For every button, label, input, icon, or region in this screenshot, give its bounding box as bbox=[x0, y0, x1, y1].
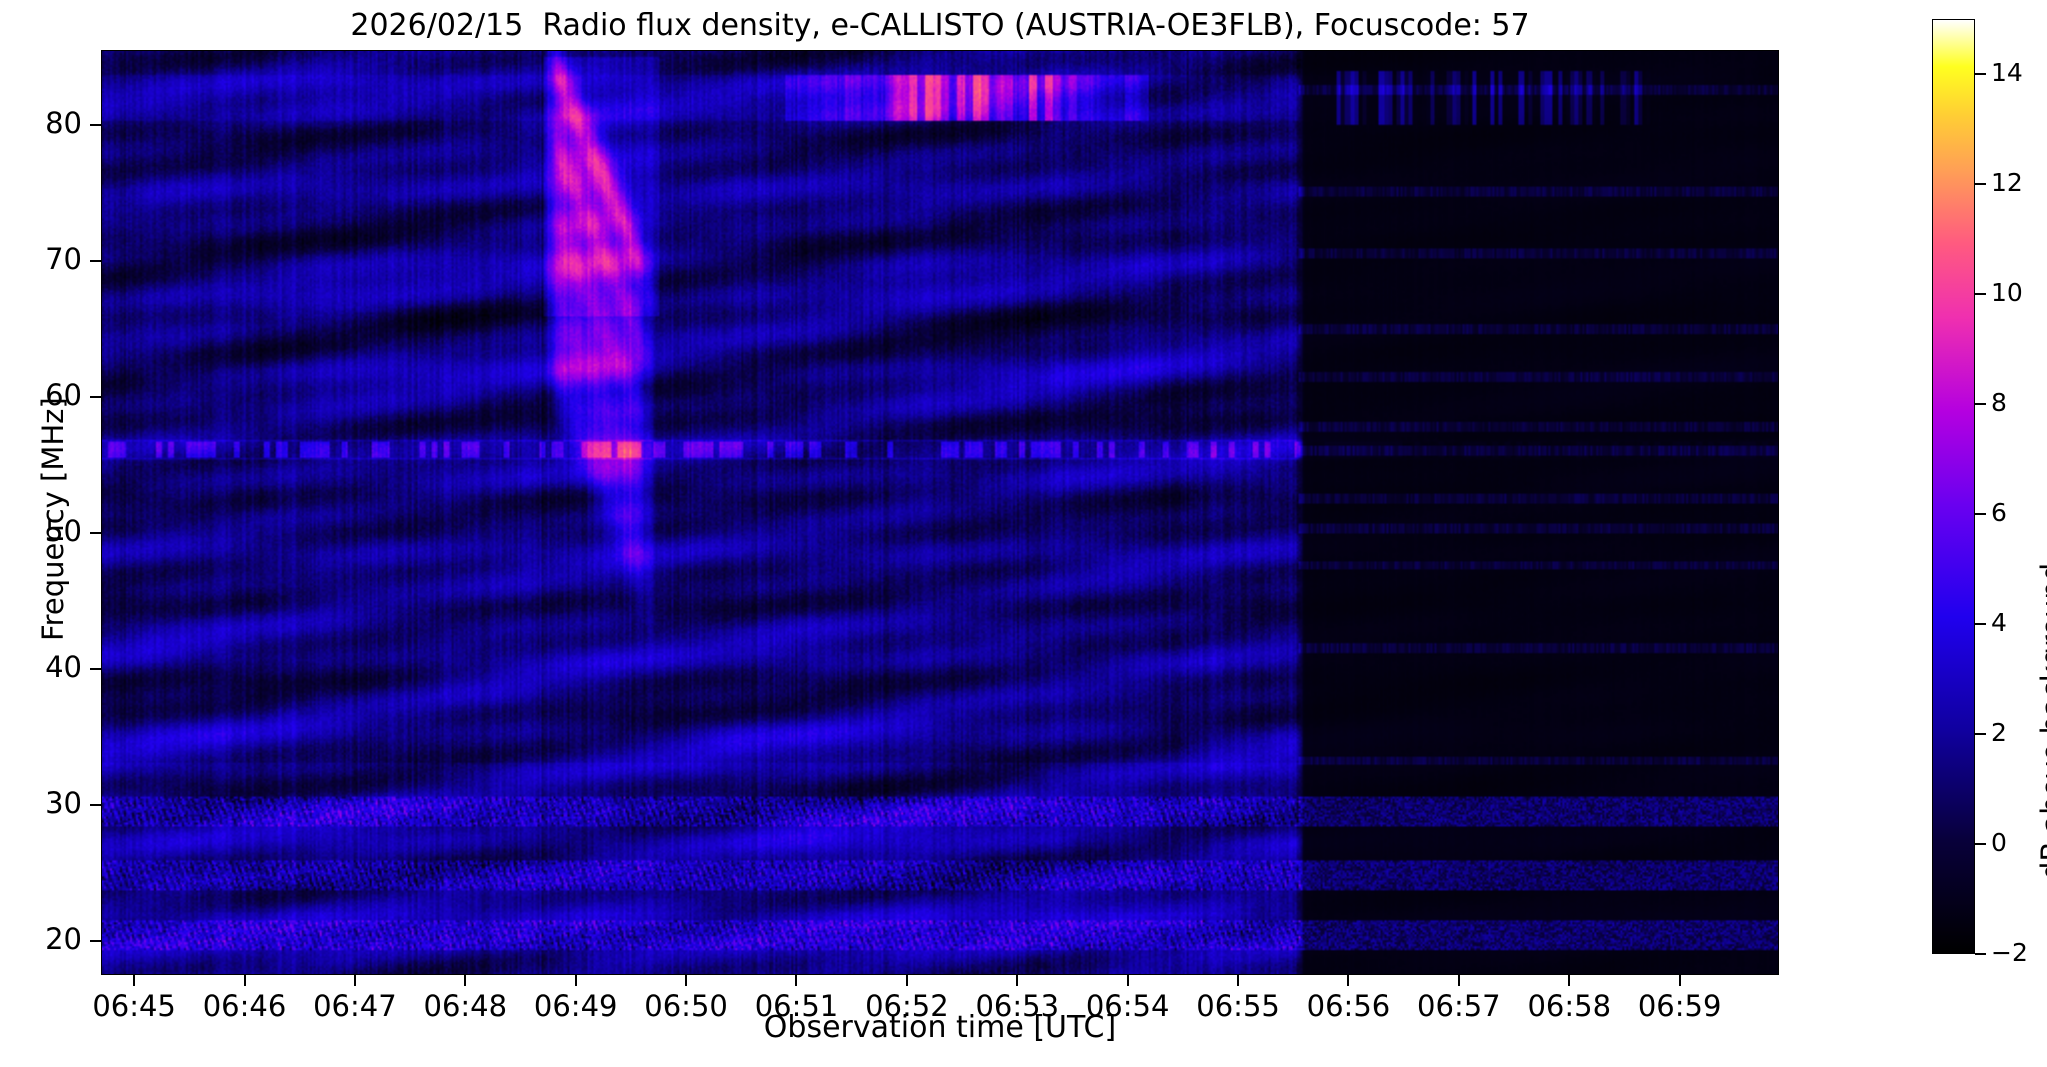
x-axis-tick-label: 06:46 bbox=[202, 989, 287, 1023]
y-axis-tick-label: 30 bbox=[45, 785, 82, 820]
x-axis-tick bbox=[1678, 975, 1681, 986]
x-axis-tick bbox=[574, 975, 577, 986]
colorbar-tick bbox=[1975, 403, 1986, 405]
colorbar bbox=[1932, 19, 1975, 954]
x-axis-tick bbox=[1016, 975, 1019, 986]
x-axis-tick bbox=[353, 975, 356, 986]
y-axis-tick bbox=[90, 803, 101, 806]
spectrogram-image bbox=[102, 51, 1778, 974]
y-axis-tick-label: 80 bbox=[45, 105, 82, 140]
x-axis-tick bbox=[1237, 975, 1240, 986]
y-axis-tick bbox=[90, 667, 101, 670]
y-axis-label: Frequency [MHz] bbox=[36, 396, 70, 641]
x-axis-tick bbox=[243, 975, 246, 986]
x-axis-tick-label: 06:55 bbox=[1196, 989, 1280, 1023]
colorbar-tick bbox=[1975, 843, 1986, 845]
x-axis-tick-label: 06:54 bbox=[1085, 989, 1170, 1023]
y-axis-tick-label: 40 bbox=[45, 649, 82, 684]
colorbar-tick-label: 0 bbox=[1991, 828, 2007, 857]
x-axis-tick-label: 06:58 bbox=[1527, 989, 1612, 1023]
y-axis-tick-label: 20 bbox=[45, 921, 82, 956]
colorbar-tick-label: 6 bbox=[1991, 498, 2007, 527]
x-axis-tick bbox=[464, 975, 467, 986]
colorbar-tick-label: −2 bbox=[1991, 938, 2028, 967]
y-axis-tick-label: 70 bbox=[45, 241, 82, 276]
x-axis-tick bbox=[133, 975, 136, 986]
y-axis-tick-label: 60 bbox=[45, 377, 82, 412]
colorbar-tick bbox=[1975, 513, 1986, 515]
x-axis-tick bbox=[1347, 975, 1350, 986]
x-axis-tick bbox=[795, 975, 798, 986]
colorbar-tick bbox=[1975, 953, 1986, 955]
x-axis-tick-label: 06:47 bbox=[313, 989, 397, 1023]
x-axis-tick-label: 06:51 bbox=[754, 989, 839, 1023]
colorbar-label: dB above background bbox=[2035, 562, 2047, 880]
page-title: 2026/02/15 Radio flux density, e-CALLIST… bbox=[350, 8, 1530, 43]
y-axis-tick-label: 50 bbox=[45, 513, 82, 548]
colorbar-tick-label: 10 bbox=[1991, 278, 2023, 307]
x-axis-tick-label: 06:48 bbox=[423, 989, 508, 1023]
y-axis-tick bbox=[90, 123, 101, 126]
x-axis-tick-label: 06:45 bbox=[92, 989, 176, 1023]
spectrogram-plot bbox=[101, 50, 1779, 975]
y-axis-tick bbox=[90, 939, 101, 942]
colorbar-tick bbox=[1975, 293, 1986, 295]
x-axis-tick bbox=[1126, 975, 1129, 986]
colorbar-tick-label: 4 bbox=[1991, 608, 2007, 637]
x-axis-tick bbox=[685, 975, 688, 986]
x-axis-tick-label: 06:53 bbox=[975, 989, 1060, 1023]
colorbar-tick-label: 2 bbox=[1991, 718, 2007, 747]
colorbar-tick bbox=[1975, 183, 1986, 185]
colorbar-tick-label: 8 bbox=[1991, 388, 2007, 417]
colorbar-gradient bbox=[1933, 20, 1974, 953]
x-axis-tick bbox=[905, 975, 908, 986]
x-axis-tick-label: 06:52 bbox=[865, 989, 949, 1023]
x-axis-tick-label: 06:59 bbox=[1637, 989, 1722, 1023]
colorbar-tick bbox=[1975, 73, 1986, 75]
colorbar-tick bbox=[1975, 623, 1986, 625]
x-axis-tick-label: 06:49 bbox=[533, 989, 618, 1023]
y-axis-tick bbox=[90, 531, 101, 534]
colorbar-tick bbox=[1975, 733, 1986, 735]
y-axis-tick bbox=[90, 395, 101, 398]
colorbar-tick-label: 14 bbox=[1991, 58, 2023, 87]
y-axis-tick bbox=[90, 259, 101, 262]
x-axis-tick-label: 06:57 bbox=[1417, 989, 1501, 1023]
x-axis-tick bbox=[1568, 975, 1571, 986]
x-axis-tick-label: 06:50 bbox=[644, 989, 728, 1023]
x-axis-label: Observation time [UTC] bbox=[763, 1010, 1117, 1045]
colorbar-tick-label: 12 bbox=[1991, 168, 2023, 197]
x-axis-tick bbox=[1457, 975, 1460, 986]
x-axis-tick-label: 06:56 bbox=[1306, 989, 1391, 1023]
